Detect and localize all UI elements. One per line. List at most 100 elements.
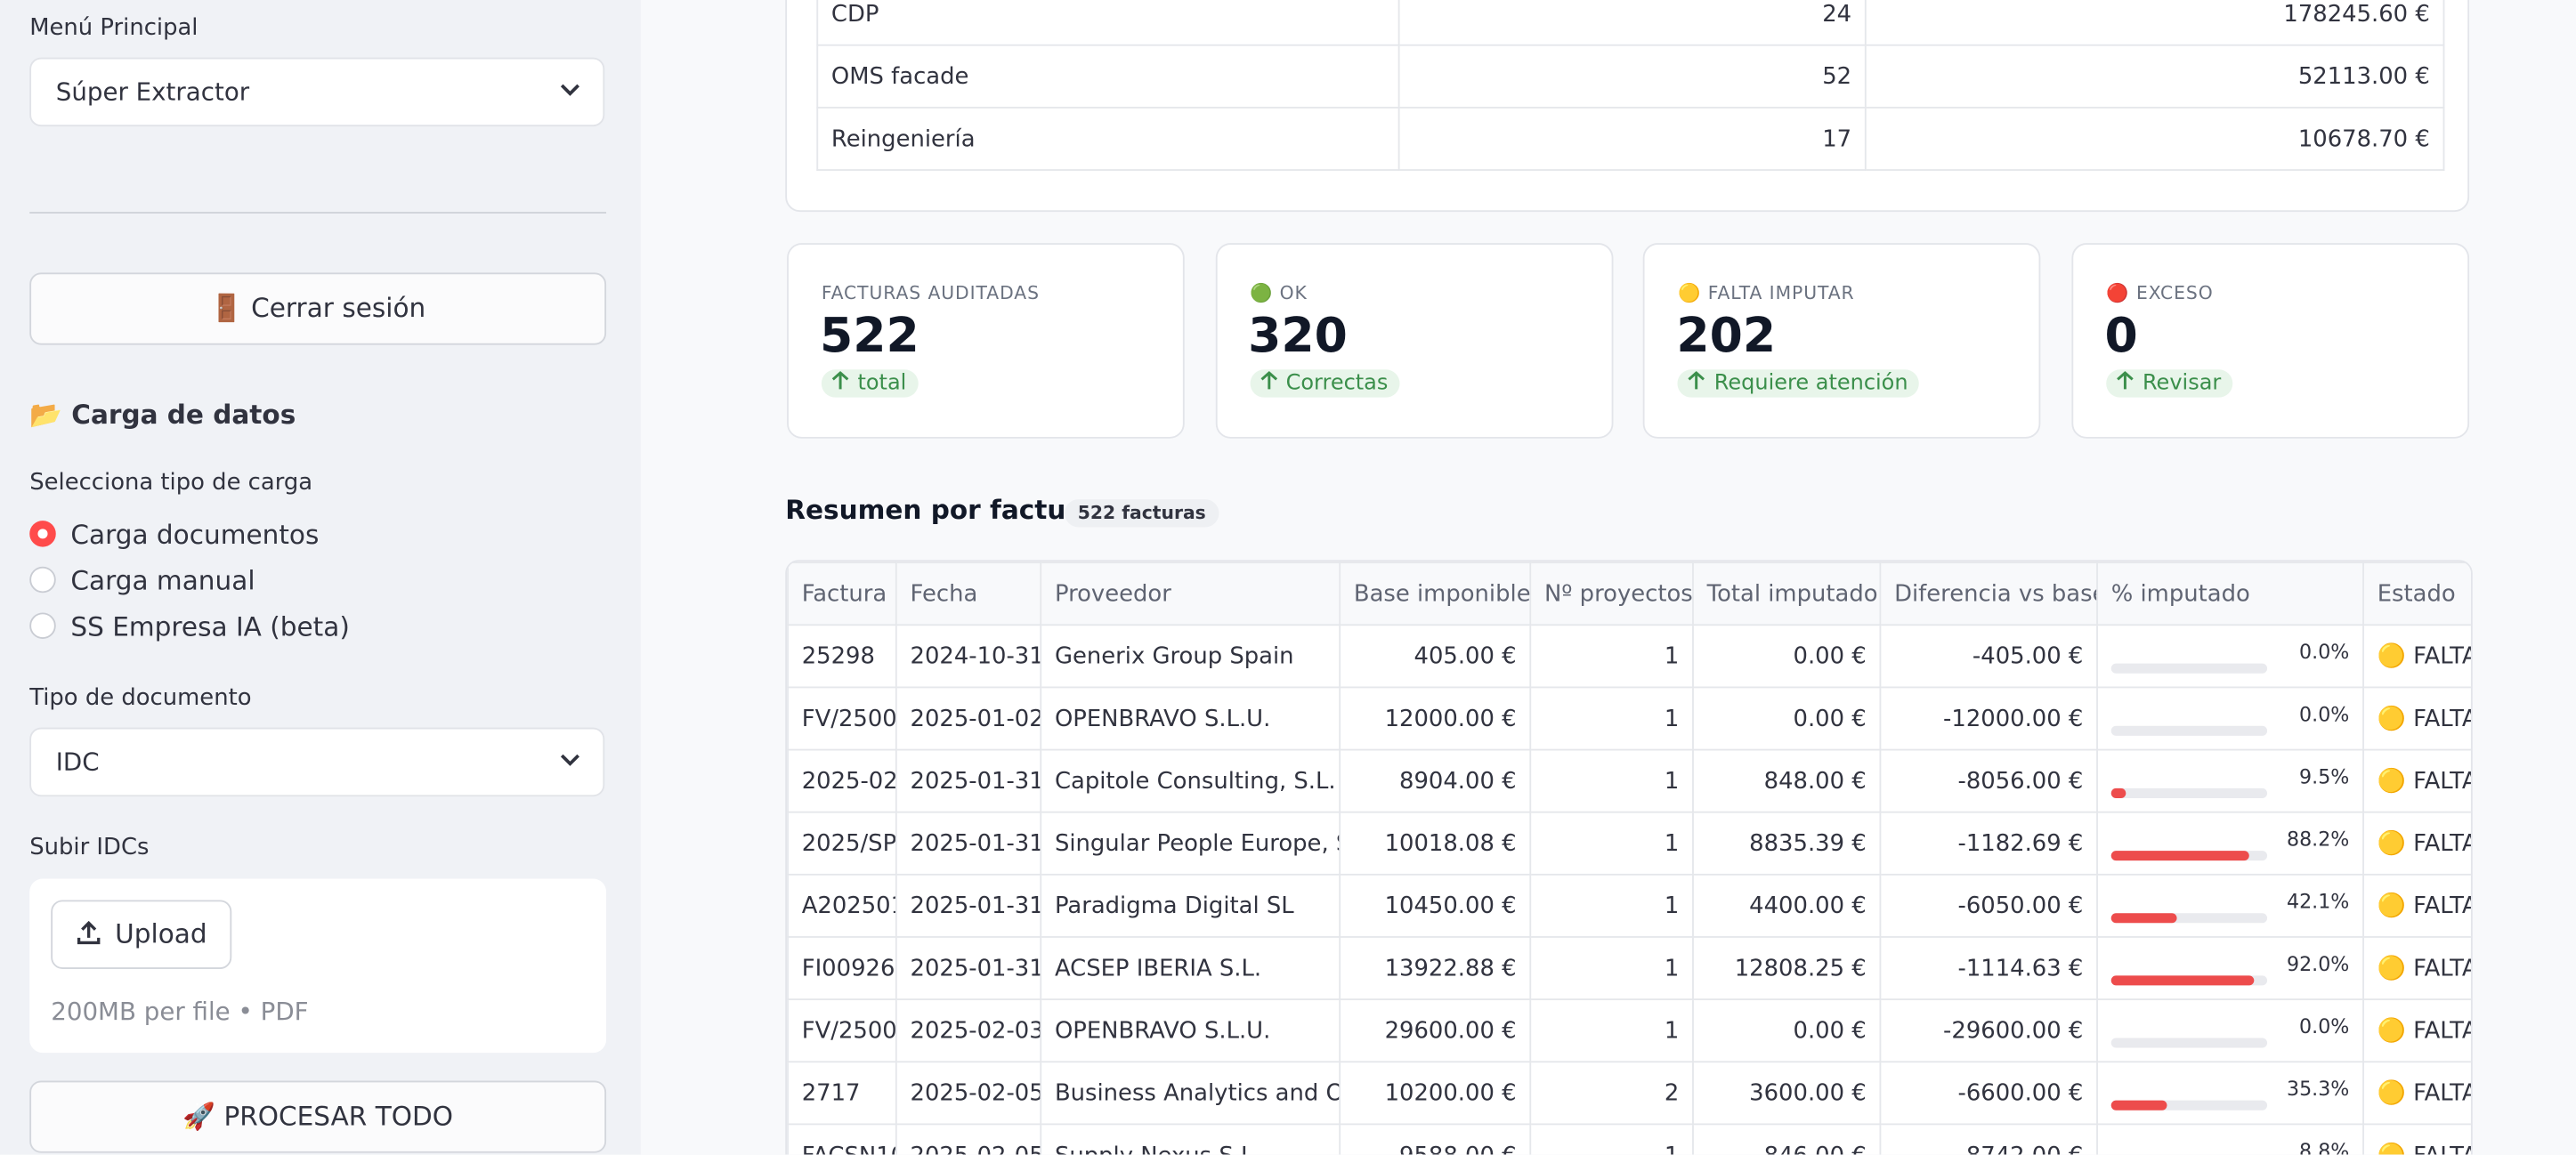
- cell: 12000.00 €: [1339, 686, 1532, 751]
- column-header[interactable]: Factura: [787, 561, 897, 626]
- cell: Paradigma Digital SL: [1040, 873, 1341, 938]
- upload-hint: 200MB per file • PDF: [51, 997, 309, 1027]
- cell: FV/25006: [787, 998, 897, 1063]
- progress-track: [2110, 725, 2268, 736]
- metric-card: FACTURAS AUDITADAS 522 total: [787, 243, 1185, 439]
- cell: 12808.25 €: [1692, 936, 1882, 1001]
- upload-icon: [77, 920, 101, 945]
- cell: 17: [1397, 106, 1867, 171]
- select-value: Súper Extractor: [55, 77, 250, 107]
- column-header[interactable]: Proveedor: [1040, 561, 1341, 626]
- cell: 2: [1529, 1061, 1694, 1126]
- cell: 1: [1529, 686, 1694, 751]
- column-header[interactable]: Nº proyectos: [1529, 561, 1694, 626]
- column-header[interactable]: % imputado: [2096, 561, 2364, 626]
- pct-text: 9.5%: [2299, 765, 2350, 788]
- metric-value: 202: [1676, 307, 1777, 363]
- sidebar: Menú Principal Súper Extractor 🚪 Cerrar …: [0, 0, 641, 1155]
- upload-button[interactable]: Upload: [51, 900, 232, 969]
- cell: 10200.00 €: [1339, 1061, 1532, 1126]
- column-header[interactable]: Base imponible: [1339, 561, 1532, 626]
- cell: 1: [1529, 998, 1694, 1063]
- cell: 0.00 €: [1692, 686, 1882, 751]
- progress-bar: [2110, 851, 2249, 861]
- progress-bar: [2110, 788, 2126, 799]
- pct-text: 0.0%: [2299, 1014, 2350, 1038]
- metric-label: 🔴 EXCESO: [2106, 282, 2214, 304]
- row: OMS facade 52 52113.00 €: [816, 44, 2445, 109]
- cell: 0.00 €: [1692, 998, 1882, 1063]
- cell: 1: [1529, 624, 1694, 689]
- radio-label: Carga documentos: [70, 519, 320, 551]
- select[interactable]: IDC: [29, 727, 605, 797]
- divider: [29, 212, 607, 214]
- pct-cell: 0.0%: [2096, 686, 2364, 751]
- metric-delta: total: [821, 369, 919, 398]
- metric-delta-text: total: [857, 371, 907, 396]
- progress-track: [2110, 788, 2268, 799]
- chevron: [560, 84, 579, 96]
- cell: FACSN10: [787, 1123, 897, 1155]
- cell: 1: [1529, 1123, 1694, 1155]
- arrow-up: [831, 370, 849, 390]
- process-button[interactable]: 🚀 PROCESAR TODO: [29, 1080, 607, 1153]
- cell: 4400.00 €: [1692, 873, 1882, 938]
- chevron: [560, 754, 579, 766]
- radio-option[interactable]: Carga documentos: [29, 519, 319, 550]
- radio-option[interactable]: Carga manual: [29, 565, 255, 596]
- column-header[interactable]: Estado: [2362, 561, 2471, 626]
- radio-option[interactable]: SS Empresa IA (beta): [29, 611, 350, 642]
- cell: -1114.63 €: [1879, 936, 2098, 1001]
- table-wrap: Factura Fecha Proveedor Base imponible Nº pr…: [785, 560, 2473, 1155]
- pct-text: 88.2%: [2286, 828, 2350, 852]
- cell: 2025-01-31: [895, 936, 1042, 1001]
- cell: FI00926: [787, 936, 897, 1001]
- metric-value: 320: [1248, 307, 1348, 363]
- metric-delta: Requiere atención: [1678, 369, 1920, 398]
- cell: 13922.88 €: [1339, 936, 1532, 1001]
- cell: 1: [1529, 811, 1694, 876]
- metric-card: 🟢 OK 320 Correctas: [1215, 243, 1613, 439]
- cell: ACSEP IBERIA S.L.: [1040, 936, 1341, 1001]
- column-header[interactable]: Diferencia vs base: [1879, 561, 2098, 626]
- cell: -6600.00 €: [1879, 1061, 2098, 1126]
- cell: 2024-10-31: [895, 624, 1042, 689]
- cell: 🟡 FALTA: [2362, 686, 2471, 751]
- row: 25298 2024-10-31 Generix Group Spain 405.00…: [787, 624, 2471, 689]
- column-header[interactable]: Total imputado: [1692, 561, 1882, 626]
- cell: 🟡 FALTA: [2362, 624, 2471, 689]
- row: FI00926 2025-01-31 ACSEP IBERIA S.L. 13922.…: [787, 936, 2471, 1001]
- cell: Reingeniería: [816, 106, 1400, 171]
- cell: 8835.39 €: [1692, 811, 1882, 876]
- progress-bar: [2110, 975, 2256, 986]
- label: Menú Principal: [29, 14, 198, 42]
- column-header[interactable]: Fecha: [895, 561, 1042, 626]
- select[interactable]: Súper Extractor: [29, 57, 605, 127]
- logout-button[interactable]: 🚪 Cerrar sesión: [29, 272, 607, 345]
- pct-cell: 0.0%: [2096, 624, 2364, 689]
- metric-delta: Correctas: [1250, 369, 1400, 398]
- cell: 🟡 FALTA: [2362, 1061, 2471, 1126]
- cell: FV/25000: [787, 686, 897, 751]
- cell: 2025-02-03: [895, 998, 1042, 1063]
- metric-delta-text: Revisar: [2142, 371, 2222, 396]
- cell: 2025-01-02: [895, 686, 1042, 751]
- cell: 2025-01-31: [895, 748, 1042, 813]
- cell: 2025/SPE: [787, 811, 897, 876]
- cell: 🟡 FALTA: [2362, 998, 2471, 1063]
- row: CDP 24 178245.60 €: [816, 0, 2445, 46]
- progress-track: [2110, 663, 2268, 674]
- cell: OPENBRAVO S.L.U.: [1040, 998, 1341, 1063]
- cell: CDP: [816, 0, 1400, 46]
- pct-cell: 88.2%: [2096, 811, 2364, 876]
- cell: 848.00 €: [1692, 748, 1882, 813]
- pct-cell: 42.1%: [2096, 873, 2364, 938]
- progress-track: [2110, 1038, 2268, 1048]
- pct-cell: 35.3%: [2096, 1061, 2364, 1126]
- row: FACSN102025-02-05Supply Nexus S.L.9588.0…: [787, 1123, 2471, 1155]
- row: Reingeniería 17 10678.70 €: [816, 106, 2445, 171]
- invoice-table: Factura Fecha Proveedor Base imponible Nº pr…: [787, 561, 2471, 1155]
